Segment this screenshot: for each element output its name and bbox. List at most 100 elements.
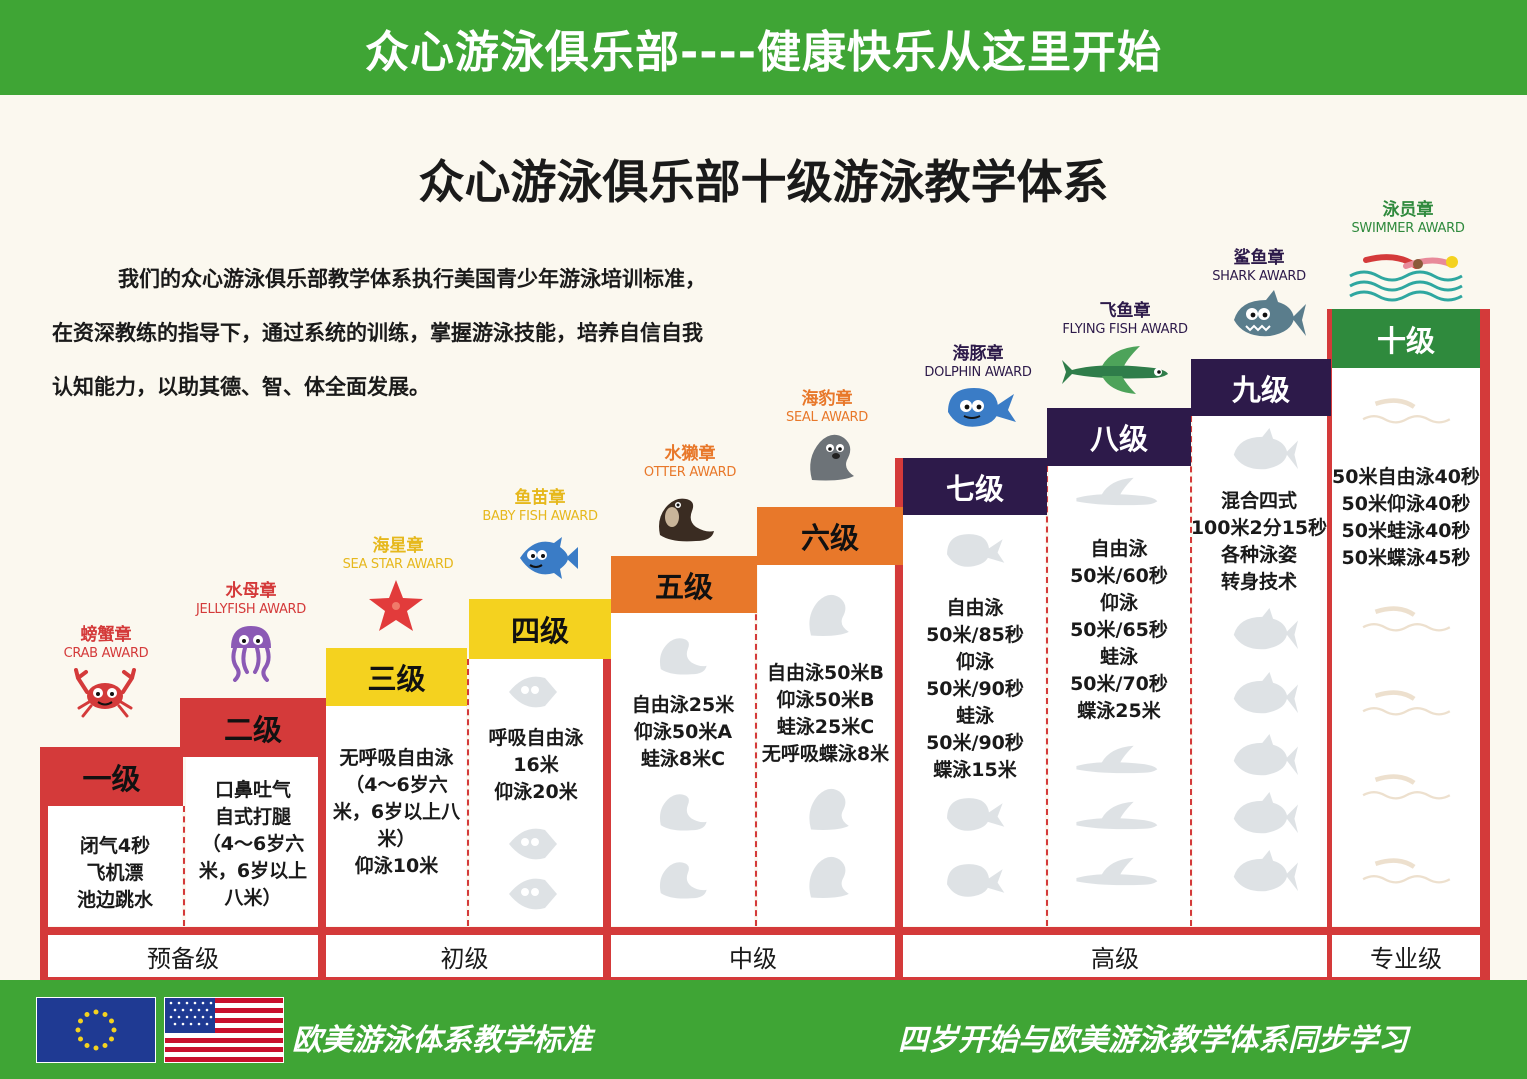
stair-panel-2 (186, 757, 320, 926)
level-1-header: 一级 (40, 747, 183, 806)
award-name-zh: 水獭章 (664, 444, 716, 464)
level-5-requirements: 自由泳25米 仰泳50米A 蛙泳8米C (611, 692, 755, 773)
us-flag-icon (164, 997, 284, 1063)
shark-icon (1234, 290, 1306, 337)
level-2-requirements: 口鼻吐气 自式打腿 （4～6岁六 米，6岁以上 八米） (186, 777, 320, 912)
award-name-zh: 飞鱼章 (1099, 301, 1151, 321)
swimmer-watermark-icon (1362, 858, 1451, 884)
eu-flag-icon (36, 997, 156, 1063)
requirement-line: 50米/90秒 (926, 678, 1024, 700)
requirement-line: 口鼻吐气 (214, 779, 291, 801)
level-4-requirements: 呼吸自由泳 16米 仰泳20米 (469, 725, 603, 806)
requirement-line: 转身技术 (1220, 571, 1297, 593)
shark-watermark-icon (1233, 792, 1299, 834)
requirement-line: 自由泳 (1090, 538, 1148, 560)
category-advanced: 高级 (903, 935, 1327, 977)
stair-panel-7 (903, 515, 1045, 926)
flying-fish-watermark-icon (1076, 477, 1158, 506)
requirement-line: 50米仰泳40秒 (1341, 493, 1471, 515)
requirement-line: 飞机漂 (86, 862, 144, 884)
award-title-9: 鲨鱼章 SHARK AWARD (1190, 247, 1328, 285)
intro-paragraph: 我们的众心游泳俱乐部教学体系执行美国青少年游泳培训标准， 在资深教练的指导下，通… (52, 252, 882, 414)
flying-fish-icon (1062, 346, 1168, 394)
page-title: 众心游泳俱乐部十级游泳教学体系 (418, 155, 1109, 209)
level-9-requirements: 混合四式 100米2分15秒 各种泳姿 转身技术 (1190, 488, 1328, 596)
level-3-requirements: 无呼吸自由泳 （4～6岁六 米，6岁以上八 米） 仰泳10米 (326, 745, 467, 880)
award-title-2: 水母章 JELLYFISH AWARD (176, 580, 326, 618)
award-title-4: 鱼苗章 BABY FISH AWARD (470, 487, 610, 525)
level-6-requirements: 自由泳50米B 仰泳50米B 蛙泳25米C 无呼吸蝶泳8米 (756, 660, 895, 768)
requirement-line: （4～6岁六 (201, 833, 305, 855)
fish-watermark-icon (509, 828, 557, 860)
otter-watermark-icon (659, 638, 707, 675)
requirement-line: 自由泳25米 (631, 694, 735, 716)
award-name-en: SEAL AWARD (786, 410, 868, 425)
requirement-line: 50米/85秒 (926, 624, 1024, 646)
level-7-requirements: 自由泳 50米/85秒 仰泳 50米/90秒 蛙泳 50米/90秒 蝶泳15米 (903, 595, 1047, 784)
level-3-header: 三级 (326, 648, 467, 706)
swimmer-watermark-icon (1362, 690, 1451, 716)
requirement-line: 各种泳姿 (1220, 544, 1297, 566)
requirement-line: 仰泳10米 (354, 855, 439, 877)
requirement-line: 八米） (224, 887, 282, 909)
shark-watermark-icon (1233, 850, 1299, 892)
separator-1 (318, 698, 326, 980)
requirement-line: 呼吸自由泳 (488, 727, 584, 749)
requirement-line: 自由泳 (946, 597, 1004, 619)
shark-watermark-icon (1233, 672, 1299, 714)
separator-3 (895, 458, 903, 980)
swimmer-watermark-icon (1362, 398, 1451, 424)
category-preparatory: 预备级 (48, 935, 318, 977)
fish-icon (520, 537, 578, 579)
level-2-header: 二级 (180, 698, 326, 757)
requirement-line: 米） (377, 828, 416, 850)
requirement-line: 蛙泳 (1099, 646, 1138, 668)
intro-line-2: 在资深教练的指导下，通过系统的训练，掌握游泳技能，培养自信自我 (52, 321, 703, 345)
stair-panel-5 (611, 613, 754, 926)
requirement-line: 蝶泳25米 (1077, 700, 1161, 722)
stair-panel-4 (470, 659, 603, 926)
dash-divider (1190, 416, 1192, 926)
award-name-zh: 鱼苗章 (514, 488, 566, 508)
award-name-zh: 鲨鱼章 (1233, 248, 1285, 268)
level-8-header: 八级 (1047, 408, 1191, 466)
level-9-header: 九级 (1191, 359, 1331, 416)
requirement-line: 仰泳50米B (776, 689, 875, 711)
requirement-line: 池边跳水 (76, 889, 153, 911)
fish-watermark-icon (509, 878, 557, 910)
requirement-line: 50米/65秒 (1070, 619, 1168, 641)
dolphin-icon (948, 388, 1016, 427)
flying-fish-watermark-icon (1076, 745, 1158, 774)
level-10-header: 十级 (1332, 309, 1480, 368)
flying-fish-watermark-icon (1076, 801, 1158, 830)
stair-panel-3 (326, 706, 466, 926)
shark-watermark-icon (1233, 428, 1299, 470)
award-name-en: SEA STAR AWARD (342, 557, 454, 572)
seal-watermark-icon (809, 594, 849, 636)
footer-left-text: 欧美游泳体系教学标准 (292, 1023, 592, 1058)
award-title-1: 螃蟹章 CRAB AWARD (36, 624, 176, 662)
dolphin-watermark-icon (947, 864, 1005, 897)
award-title-7: 海豚章 DOLPHIN AWARD (906, 343, 1050, 381)
intro-line-1: 我们的众心游泳俱乐部教学体系执行美国青少年游泳培训标准， (118, 267, 706, 291)
swimmer-watermark-icon (1362, 774, 1451, 800)
award-title-10: 泳员章 SWIMMER AWARD (1336, 199, 1480, 237)
award-name-en: SWIMMER AWARD (1351, 221, 1465, 236)
seal-watermark-icon (809, 788, 849, 830)
stair-panel-1 (48, 806, 182, 926)
requirement-line: 50米/60秒 (1070, 565, 1168, 587)
requirement-line: 仰泳50米A (633, 721, 733, 743)
seal-icon (810, 434, 854, 481)
requirement-line: 闭气4秒 (79, 835, 151, 857)
dash-divider (1046, 466, 1048, 926)
stair-panel-9 (1193, 416, 1327, 926)
requirement-line: 50米蛙泳40秒 (1341, 520, 1471, 542)
starfish-icon (369, 580, 423, 631)
category-professional: 专业级 (1332, 935, 1480, 977)
requirement-line: 50米蝶泳45秒 (1341, 547, 1471, 569)
separator-4 (1327, 309, 1332, 980)
level-5-header: 五级 (611, 556, 757, 613)
requirement-line: 仰泳20米 (494, 781, 578, 803)
award-name-zh: 海豹章 (801, 389, 853, 409)
shark-watermark-icon (1233, 608, 1299, 650)
